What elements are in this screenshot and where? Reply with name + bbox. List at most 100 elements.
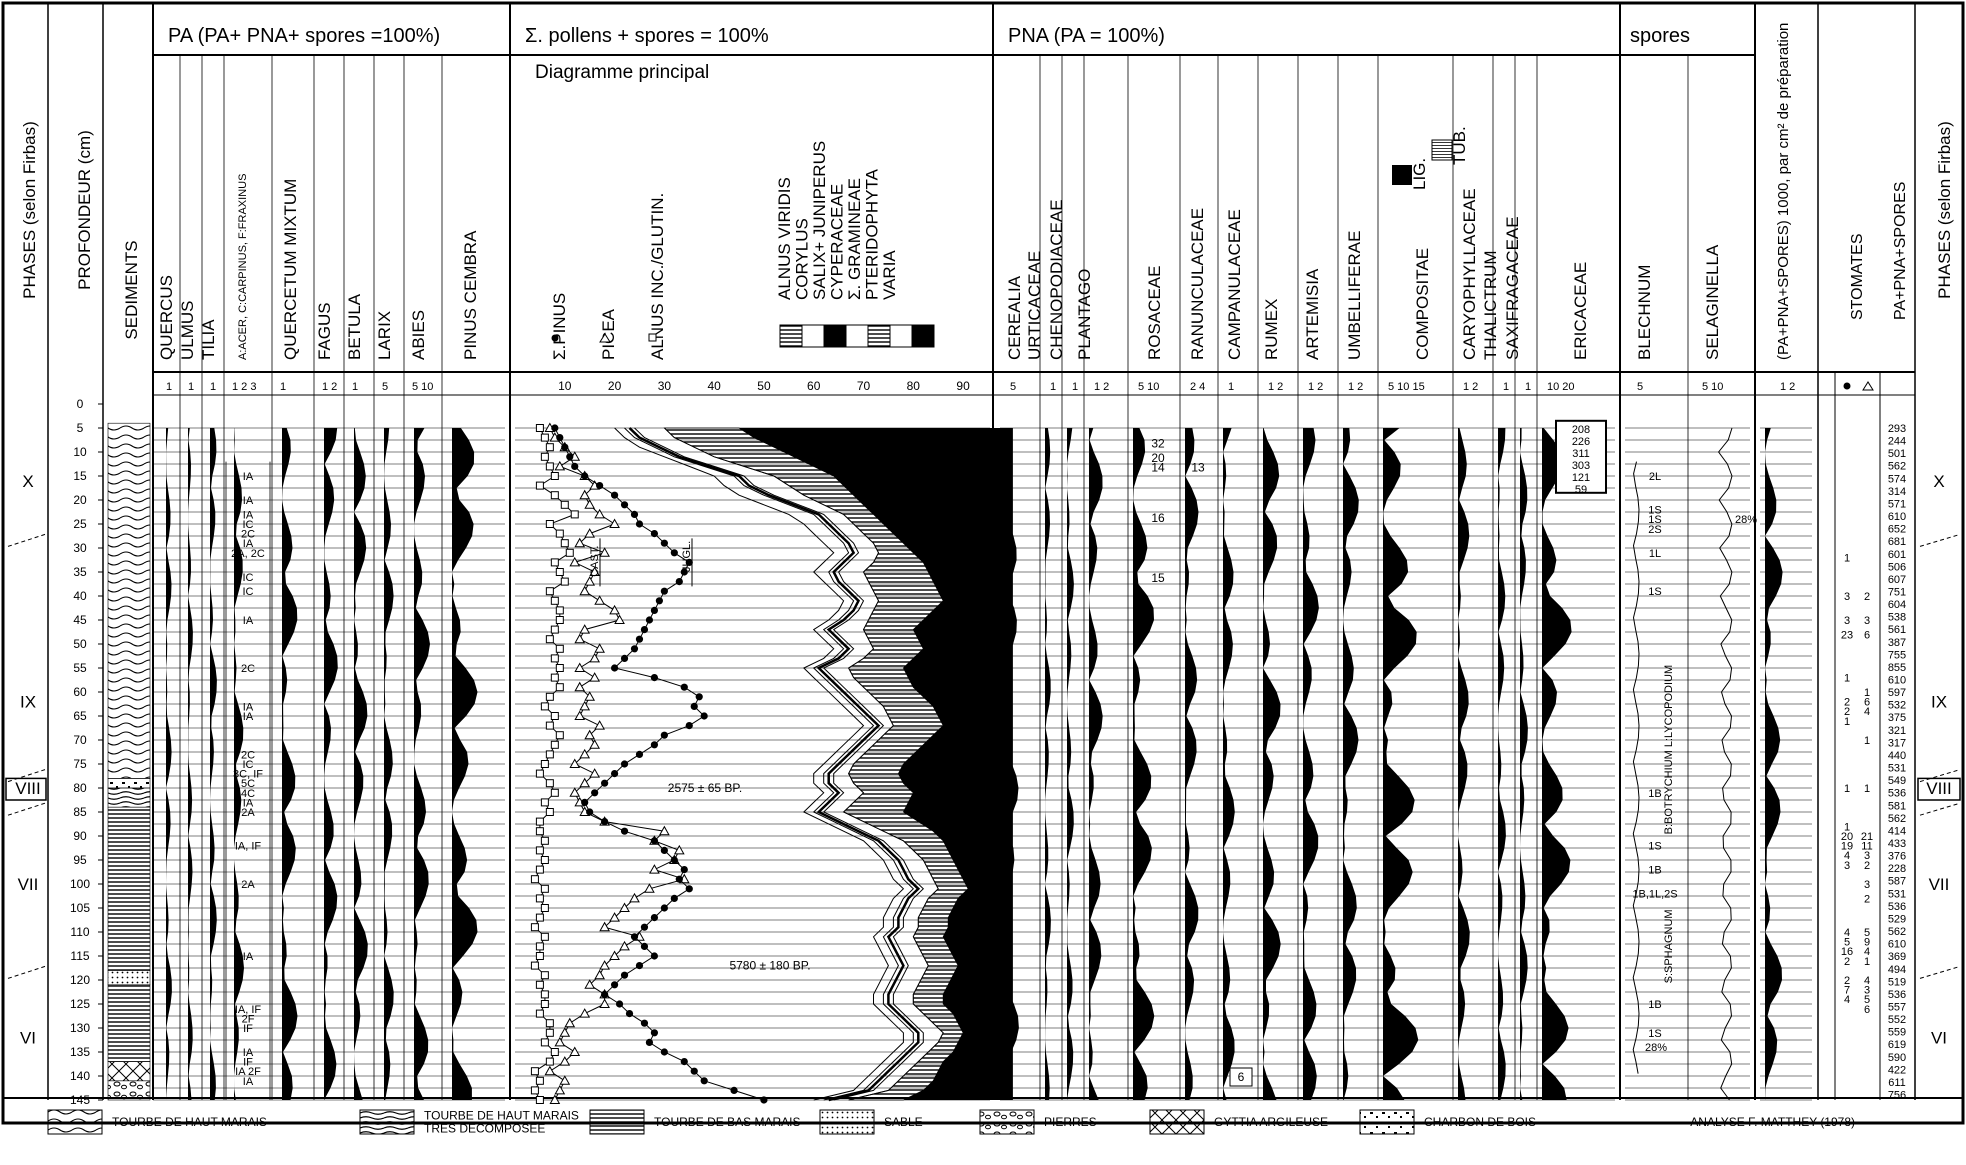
pna-taxon-label: ARTEMISIA xyxy=(1303,268,1322,360)
afc-label: IF xyxy=(243,1057,253,1069)
stomates-value: 1 xyxy=(1864,956,1870,968)
data-point-pinus xyxy=(555,644,564,653)
stomates-value: 4 xyxy=(1844,927,1850,939)
sum-value: 536 xyxy=(1888,901,1906,913)
blechnum-label: 1B xyxy=(1648,865,1661,877)
pna-taxon-label: RANUNCULACEAE xyxy=(1188,208,1207,360)
pna-silhouette xyxy=(1263,428,1281,1100)
rosaceae-value: 15 xyxy=(1151,571,1165,585)
data-point-alnus xyxy=(620,760,629,768)
depth-tick-label: 60 xyxy=(73,685,87,699)
stack-swatch xyxy=(889,324,913,348)
blechnum-note: B:BOTRYCHIUM L:LYCOPODIUM xyxy=(1663,665,1675,835)
stomates-value: 21 xyxy=(1861,831,1873,843)
data-point-pinus xyxy=(545,808,554,816)
depth-tick-label: 75 xyxy=(73,757,87,771)
sum-value: 538 xyxy=(1888,612,1906,624)
sum-value: 293 xyxy=(1888,423,1906,435)
data-point-pinus xyxy=(545,1028,554,1037)
data-point-picea xyxy=(559,1075,571,1085)
ericaceae-value: 226 xyxy=(1572,436,1590,448)
depth-tick-label: 90 xyxy=(73,829,87,843)
annotation-date1: 2575 ± 65 BP. xyxy=(668,781,742,795)
selaginella-curve xyxy=(1717,427,1733,1101)
data-point-alnus xyxy=(610,981,619,989)
data-point-pinus xyxy=(555,683,564,692)
stack-swatch xyxy=(823,324,847,348)
data-point-picea xyxy=(599,547,610,557)
data-point-alnus xyxy=(660,539,668,547)
main-taxon-stack: Σ. GRAMINEAE xyxy=(845,178,864,300)
data-point-pinus xyxy=(535,952,544,960)
sum-value: 529 xyxy=(1888,913,1906,925)
data-point-picea xyxy=(569,787,581,797)
sum-value: 532 xyxy=(1888,700,1906,712)
sediment-layer xyxy=(107,787,151,808)
rosaceae-value: 20 xyxy=(1151,451,1165,465)
phase-boundary xyxy=(7,533,46,547)
data-point-pinus xyxy=(535,481,544,490)
sum-value: 552 xyxy=(1888,1014,1906,1026)
data-point-pinus xyxy=(565,548,574,557)
pa-silhouette xyxy=(234,428,244,1100)
pa-scale-label: 1 xyxy=(188,381,194,393)
sum-value: 607 xyxy=(1888,574,1906,586)
depth-tick-label: 85 xyxy=(73,805,87,819)
data-point-picea xyxy=(599,998,610,1008)
stomates-value: 3 xyxy=(1864,985,1870,997)
data-point-picea xyxy=(579,700,591,711)
afc-label: IC xyxy=(243,572,254,584)
group-header-main-sub: Diagramme principal xyxy=(535,62,709,83)
main-taxon-alnus: ALNUS INC./GLUTIN. xyxy=(648,193,667,360)
afc-label: IA xyxy=(243,509,254,521)
depth-tick-label: 105 xyxy=(70,901,90,915)
main-taxon-stack: ALNUS VIRIDIS xyxy=(775,177,794,300)
stack-swatch xyxy=(801,324,825,348)
phase-label-right: IX xyxy=(1931,693,1947,712)
stomates-value: 2 xyxy=(1844,975,1850,987)
tub-swatch xyxy=(1431,139,1453,161)
stomates-value: 4 xyxy=(1864,946,1870,958)
afc-label: 2A, 2C xyxy=(231,548,265,560)
campanulaceae-box xyxy=(1229,1067,1253,1087)
annotation-date2: 5780 ± 180 BP. xyxy=(729,959,810,973)
main-taxon-pinus: Σ.PINUS xyxy=(550,293,569,360)
depth-tick-label: 50 xyxy=(73,637,87,651)
data-point-alnus xyxy=(655,597,663,605)
depth-tick-label: 100 xyxy=(70,877,90,891)
rosaceae-value: 14 xyxy=(1151,460,1165,474)
stomates-value: 6 xyxy=(1864,629,1870,641)
data-point-alnus xyxy=(596,482,604,490)
data-point-alnus xyxy=(566,453,574,461)
conc-silhouette xyxy=(1765,428,1783,1100)
legend-swatch-dots xyxy=(819,1109,875,1135)
data-point-picea xyxy=(584,528,596,538)
data-point-picea xyxy=(554,1084,566,1095)
phase-label-right: VIII xyxy=(1926,779,1952,798)
afc-label: IA xyxy=(243,701,254,713)
legend-label: SABLE xyxy=(884,1115,923,1129)
series-line-cyperaceae xyxy=(634,427,925,1101)
main-taxon-stack: CYPERACEAE xyxy=(828,184,847,300)
group-header-pna: PNA (PA = 100%) xyxy=(1008,25,1165,47)
data-point-alnus xyxy=(685,722,693,730)
pna-taxon-label: CARYOPHYLLACEAE xyxy=(1460,188,1479,360)
afc-label: 2C xyxy=(241,529,255,541)
blechnum-label: 1S xyxy=(1648,505,1661,517)
data-point-pinus xyxy=(550,788,559,797)
depth-tick-label: 0 xyxy=(77,397,84,411)
stomates-header: STOMATES xyxy=(1849,233,1866,320)
data-point-picea xyxy=(594,969,605,980)
afc-label: IA 2F xyxy=(235,1066,261,1078)
pa-taxon-label: TILIA xyxy=(199,319,218,360)
data-point-picea xyxy=(609,518,620,528)
data-point-pinus xyxy=(550,472,559,480)
data-point-pinus xyxy=(545,721,554,730)
main-scale-label: 90 xyxy=(956,379,970,393)
stack-swatch xyxy=(911,324,935,348)
stomates-value: 7 xyxy=(1844,985,1850,997)
ericaceae-box xyxy=(1555,419,1607,494)
data-point-alnus xyxy=(620,971,629,979)
selaginella-pct: 28% xyxy=(1735,514,1757,526)
